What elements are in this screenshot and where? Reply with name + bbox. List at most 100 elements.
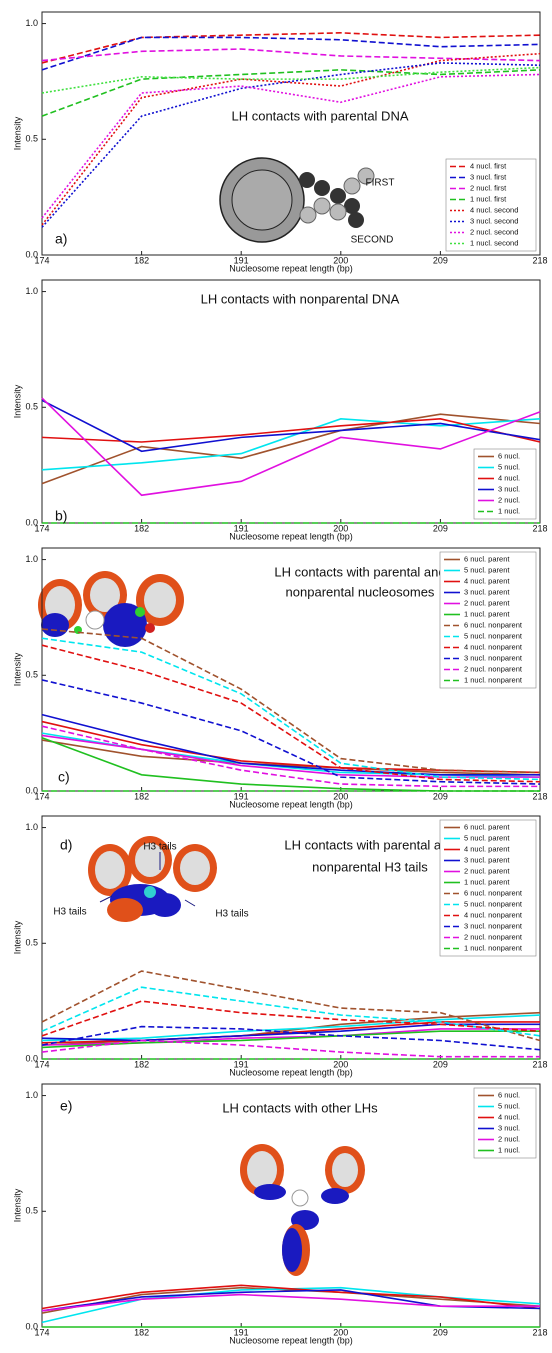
series-line xyxy=(41,62,541,228)
y-tick-label: 0.5 xyxy=(25,1206,38,1216)
panel-label: e) xyxy=(60,1098,72,1114)
x-axis-label: Nucleosome repeat length (bp) xyxy=(229,1335,353,1345)
x-tick-label: 191 xyxy=(234,523,249,533)
y-tick-label: 1.0 xyxy=(25,286,38,296)
y-axis-label: Intensity xyxy=(12,1188,22,1222)
chart-title: LH contacts with parental and xyxy=(274,564,445,579)
series-line xyxy=(41,734,540,778)
legend-label: 5 nucl. parent xyxy=(464,565,510,574)
legend-label: 6 nucl. xyxy=(498,451,520,460)
x-tick-label: 174 xyxy=(34,1327,49,1337)
legend-label: 1 nucl. parent xyxy=(464,877,510,886)
x-tick-label: 182 xyxy=(134,1059,149,1069)
x-axis-label: Nucleosome repeat length (bp) xyxy=(229,531,353,541)
legend-box xyxy=(473,1087,537,1159)
panel-label: d) xyxy=(60,837,72,853)
x-tick-label: 218 xyxy=(532,523,547,533)
annotation: H3 tails xyxy=(53,907,86,918)
x-tick-label: 218 xyxy=(532,1327,547,1337)
y-tick-label: 0.5 xyxy=(25,670,38,680)
y-tick-label: 1.0 xyxy=(25,1090,38,1100)
x-tick-label: 200 xyxy=(333,1327,348,1337)
y-tick-label: 1.0 xyxy=(25,554,38,564)
y-tick-label: 0.0 xyxy=(25,517,38,527)
series-line xyxy=(41,69,541,117)
series-line xyxy=(41,725,540,788)
panel-label: a) xyxy=(55,231,67,247)
series-line xyxy=(41,679,541,785)
series-line xyxy=(41,970,541,1042)
legend-label: 5 nucl. parent xyxy=(464,833,510,842)
plot-frame xyxy=(41,11,541,256)
panel-label: b) xyxy=(55,508,67,524)
series-line xyxy=(41,1014,541,1042)
legend-box xyxy=(439,819,537,957)
legend-box xyxy=(445,158,537,252)
legend-label: 4 nucl. parent xyxy=(464,844,510,853)
legend-label: 3 nucl. parent xyxy=(464,587,510,596)
x-tick-label: 182 xyxy=(134,255,149,265)
y-tick-label: 0.0 xyxy=(25,249,38,259)
series-line xyxy=(41,1286,541,1314)
legend-label: 3 nucl. nonparent xyxy=(464,921,523,930)
chart-title: nonparental nucleosomes xyxy=(286,584,435,599)
y-tick-label: 0.5 xyxy=(25,402,38,412)
legend-label: 1 nucl. nonparent xyxy=(464,675,523,684)
x-tick-label: 200 xyxy=(333,1059,348,1069)
legend-label: 6 nucl. nonparent xyxy=(464,888,523,897)
legend-label: 2 nucl. nonparent xyxy=(464,664,523,673)
y-axis-label: Intensity xyxy=(12,116,22,150)
legend-label: 4 nucl. first xyxy=(470,161,507,170)
legend-label: 2 nucl. parent xyxy=(464,866,510,875)
y-axis-label: Intensity xyxy=(12,652,22,686)
x-tick-label: 218 xyxy=(532,255,547,265)
x-tick-label: 174 xyxy=(34,255,49,265)
legend-label: 4 nucl. second xyxy=(470,205,518,214)
series-line xyxy=(41,418,541,471)
legend-label: 2 nucl. nonparent xyxy=(464,932,523,941)
x-tick-label: 191 xyxy=(234,1059,249,1069)
legend-label: 1 nucl. xyxy=(498,506,520,515)
x-tick-label: 191 xyxy=(234,255,249,265)
series-line xyxy=(41,399,541,453)
legend-box xyxy=(473,448,537,520)
legend-label: 2 nucl. parent xyxy=(464,598,510,607)
legend-label: 3 nucl. second xyxy=(470,216,518,225)
y-tick-label: 1.0 xyxy=(25,18,38,28)
legend-label: 2 nucl. second xyxy=(470,227,518,236)
plot-frame xyxy=(41,279,541,524)
series-line xyxy=(41,713,540,776)
series-line xyxy=(41,1286,541,1324)
legend-label: 1 nucl. first xyxy=(470,194,507,203)
chart-title: LH contacts with other LHs xyxy=(222,1100,378,1115)
legend-label: 4 nucl. xyxy=(498,1112,520,1121)
series-line xyxy=(41,1293,540,1312)
chart-title: LH contacts with nonparental DNA xyxy=(201,291,400,306)
series-line xyxy=(41,1000,541,1037)
legend-label: 2 nucl. xyxy=(498,495,520,504)
illustration-c xyxy=(38,571,184,647)
series-line xyxy=(41,48,541,62)
y-tick-label: 0.0 xyxy=(25,1321,38,1331)
panel-label: c) xyxy=(58,769,70,785)
series-line xyxy=(41,1030,540,1049)
legend-label: 3 nucl. xyxy=(498,1123,520,1132)
x-tick-label: 209 xyxy=(433,791,448,801)
x-tick-label: 209 xyxy=(433,1059,448,1069)
y-tick-label: 0.5 xyxy=(25,134,38,144)
x-tick-label: 182 xyxy=(134,791,149,801)
annotation: H3 tails xyxy=(215,909,248,920)
x-tick-label: 209 xyxy=(433,255,448,265)
legend-label: 2 nucl. first xyxy=(470,183,507,192)
series-line xyxy=(41,637,541,781)
legend-label: 5 nucl. xyxy=(498,462,520,471)
series-line xyxy=(41,418,541,443)
illustration-a xyxy=(219,157,375,243)
y-axis-label: Intensity xyxy=(12,384,22,418)
chart-title: nonparental H3 tails xyxy=(312,859,428,874)
series-line xyxy=(41,66,541,94)
x-tick-label: 209 xyxy=(433,1327,448,1337)
legend-box xyxy=(439,551,537,689)
legend-label: 4 nucl. xyxy=(498,473,520,482)
